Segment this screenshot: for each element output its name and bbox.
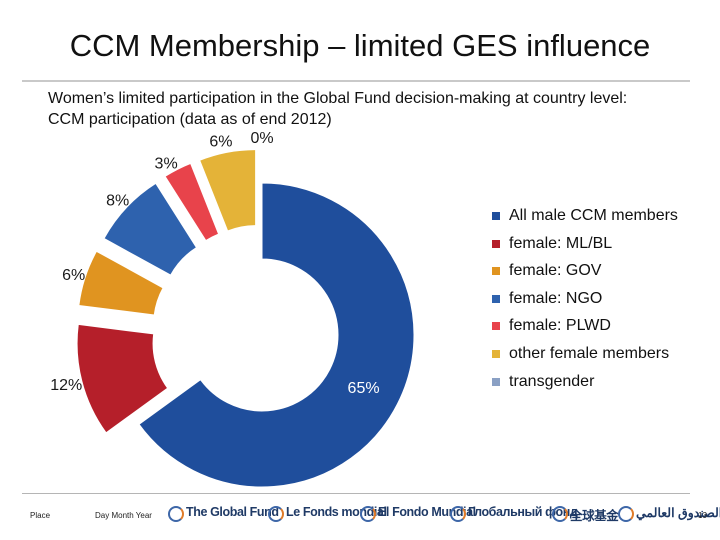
globe-icon — [168, 506, 184, 522]
legend-swatch — [492, 294, 500, 303]
page-number: 13 — [698, 511, 707, 520]
slice-data-label: 3% — [155, 156, 178, 173]
legend-label: All male CCM members — [509, 207, 678, 224]
pie-slice — [78, 250, 164, 316]
logo-wordmark: The Global Fund — [186, 505, 279, 519]
slice-data-label: 8% — [106, 192, 129, 209]
pie-slice — [164, 162, 220, 242]
pie-slice — [103, 182, 198, 276]
pie-slice — [199, 149, 257, 232]
slide-title: CCM Membership – limited GES influence — [69, 28, 651, 63]
legend-label: female: ML/BL — [509, 234, 613, 252]
globe-icon — [552, 506, 568, 522]
donut-chart: 65% 12% 6% 8% 3% 6% 0% — [50, 130, 415, 488]
logo-wordmark: 全球基金 — [570, 509, 619, 523]
legend-label: other female members — [509, 344, 670, 362]
legend-swatch — [492, 322, 500, 331]
title-divider — [22, 80, 690, 82]
legend-label: transgender — [509, 372, 595, 390]
legend-swatch — [492, 267, 500, 276]
legend-swatch — [492, 239, 500, 248]
legend-swatch — [492, 212, 500, 220]
pie-slice — [76, 323, 169, 434]
global-fund-logo-band: The Global Fund Le Fonds mondial El Fondo … — [168, 503, 720, 529]
slice-data-label: 6% — [209, 134, 232, 151]
logo-wordmark: Глобальный фонд — [468, 505, 578, 519]
slice-data-label: 0% — [250, 130, 273, 147]
slice-data-label: 6% — [62, 267, 85, 284]
globe-icon — [450, 506, 466, 522]
globe-icon — [360, 506, 376, 522]
legend-label: female: GOV — [509, 262, 602, 280]
legend-swatch — [492, 349, 500, 358]
slice-data-label: 12% — [50, 377, 82, 394]
legend-label: female: NGO — [509, 289, 603, 307]
footer-divider — [22, 493, 690, 494]
footer-date: Day Month Year — [95, 511, 152, 520]
legend-swatch — [492, 377, 500, 386]
pie-slice — [138, 182, 415, 488]
logo-wordmark: الصندوق العالمي — [636, 506, 720, 520]
chart-subtitle: Women’s limited participation in the Glo… — [48, 90, 628, 128]
globe-icon — [618, 506, 634, 522]
footer-place: Place — [30, 511, 51, 520]
slice-data-label: 65% — [348, 380, 380, 397]
legend-label: female: PLWD — [509, 317, 611, 335]
globe-icon — [268, 506, 284, 522]
